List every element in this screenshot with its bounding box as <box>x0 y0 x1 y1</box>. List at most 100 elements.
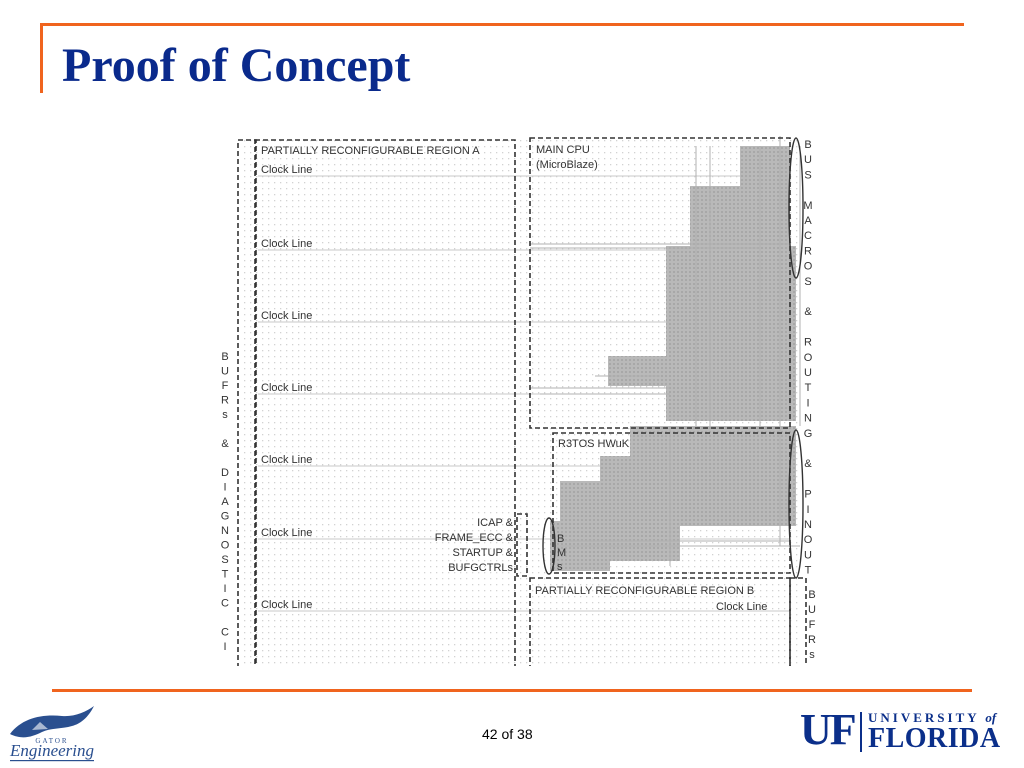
region-b-clock-line-label: Clock Line <box>716 601 767 613</box>
right-vertical-letter: A <box>804 215 812 227</box>
bms-letter: s <box>557 561 563 573</box>
icap-label-line: FRAME_ECC & <box>435 532 514 544</box>
right-vertical-letter: R <box>804 337 812 349</box>
bms-labels: BMs <box>557 533 566 573</box>
bottom-right-letter: F <box>809 619 816 631</box>
bottom-right-letter: R <box>808 634 816 646</box>
bufr-column-right <box>789 577 807 666</box>
left-vertical-letter: N <box>221 525 229 537</box>
clock-line-label: Clock Line <box>261 454 312 466</box>
right-vertical-letter: N <box>804 413 812 425</box>
right-vertical-letter: C <box>804 230 812 242</box>
main-cpu-box <box>529 137 791 429</box>
right-vertical-letter: P <box>804 489 811 501</box>
footer-rule <box>52 689 972 692</box>
left-vertical-letter: s <box>222 409 228 421</box>
left-vertical-letter: F <box>222 380 229 392</box>
clock-line-label: Clock Line <box>261 238 312 250</box>
region-boundaries <box>237 137 807 666</box>
right-vertical-letter: O <box>804 534 813 546</box>
right-vertical-letter: U <box>804 549 812 561</box>
uf-divider <box>860 712 862 752</box>
region-b-box <box>529 577 791 666</box>
left-vertical-letter: G <box>221 511 230 523</box>
title-rule <box>40 23 964 26</box>
left-vertical-letter: B <box>221 351 228 363</box>
bottom-right-letter: U <box>808 604 816 616</box>
right-vertical-letter: I <box>806 504 809 516</box>
clock-line-rules <box>258 175 790 612</box>
r3tos-box <box>552 432 791 574</box>
left-vertical-letter: & <box>221 438 229 450</box>
clock-line-label: Clock Line <box>261 527 312 539</box>
left-vertical-letter: C <box>221 598 229 610</box>
right-vertical-letter: T <box>805 382 812 394</box>
icap-label-line: STARTUP & <box>452 547 513 559</box>
right-vertical-letter: U <box>804 367 812 379</box>
clock-line-label: Clock Line <box>261 599 312 611</box>
icap-box <box>516 513 528 577</box>
left-vertical-letter: U <box>221 366 229 378</box>
clock-line-labels: Clock Line Clock Line Clock Line Clock Line… <box>261 164 312 611</box>
left-vertical-letter: I <box>223 641 226 653</box>
gator-engineering-logo: GATOR Engineering <box>9 706 94 762</box>
right-vertical-letter: G <box>804 428 813 440</box>
title-rule-left <box>40 23 43 93</box>
clock-line-label: Clock Line <box>261 164 312 176</box>
gator-icon <box>10 706 94 738</box>
icap-label-line: ICAP & <box>477 517 514 529</box>
right-vertical-letter: M <box>803 200 812 212</box>
region-b-label: PARTIALLY RECONFIGURABLE REGION B <box>535 585 754 597</box>
right-vertical-letter: & <box>804 306 812 318</box>
right-vertical-letter: B <box>804 139 811 151</box>
left-vertical-letter: T <box>222 569 229 581</box>
bufr-column-left <box>237 139 257 666</box>
uf-florida-text: FLORIDA <box>868 723 1001 754</box>
page-number: 42 of 38 <box>482 726 533 742</box>
left-vertical-letter: A <box>221 496 229 508</box>
uf-university-text: UNIVERSITY of <box>868 710 997 725</box>
left-vertical-letter: I <box>223 482 226 494</box>
bms-letter: B <box>557 533 564 545</box>
icap-labels: ICAP & FRAME_ECC & STARTUP & BUFGCTRLs <box>435 517 514 574</box>
region-a-box <box>254 139 516 666</box>
right-vertical-letter: R <box>804 245 812 257</box>
bottom-right-letter: s <box>809 649 815 661</box>
right-vertical-letter: O <box>804 352 813 364</box>
left-vertical-letter: I <box>223 583 226 595</box>
right-vertical-letter: N <box>804 519 812 531</box>
region-a-label: PARTIALLY RECONFIGURABLE REGION A <box>261 145 480 157</box>
uf-mark: UF <box>800 705 857 754</box>
left-vertical-letter: O <box>221 540 230 552</box>
right-vertical-letter: O <box>804 261 813 273</box>
right-vertical-letter: & <box>804 458 812 470</box>
routing-wires <box>530 136 801 566</box>
bus-macro-ellipses <box>542 137 804 579</box>
bottom-right-letter: B <box>808 589 815 601</box>
icap-label-line: BUFGCTRLs <box>448 562 513 574</box>
clock-line-label: Clock Line <box>261 310 312 322</box>
bms-letter: M <box>557 547 566 559</box>
main-cpu-label: MAIN CPU <box>536 144 590 156</box>
left-vertical-letter: C <box>221 627 229 639</box>
right-vertical-letter: S <box>804 276 811 288</box>
main-cpu-sublabel: (MicroBlaze) <box>536 159 598 171</box>
engineering-text: Engineering <box>9 741 94 760</box>
r3tos-label: R3TOS HWuK <box>558 438 630 450</box>
right-vertical-letter: I <box>806 397 809 409</box>
left-vertical-letter: R <box>221 395 229 407</box>
right-vertical-letter: T <box>805 565 812 577</box>
right-vertical-letter: U <box>804 154 812 166</box>
slide-title: Proof of Concept <box>62 39 411 92</box>
floorplan-svg: PARTIALLY RECONFIGURABLE REGION A MAIN C… <box>221 136 816 666</box>
clock-line-label: Clock Line <box>261 382 312 394</box>
left-vertical-letter: D <box>221 467 229 479</box>
right-vertical-letter: S <box>804 169 811 181</box>
fpga-floorplan-figure: PARTIALLY RECONFIGURABLE REGION A MAIN C… <box>200 126 840 666</box>
left-vertical-letter: S <box>221 554 228 566</box>
uf-logo: UF UNIVERSITY of FLORIDA <box>800 706 1010 756</box>
